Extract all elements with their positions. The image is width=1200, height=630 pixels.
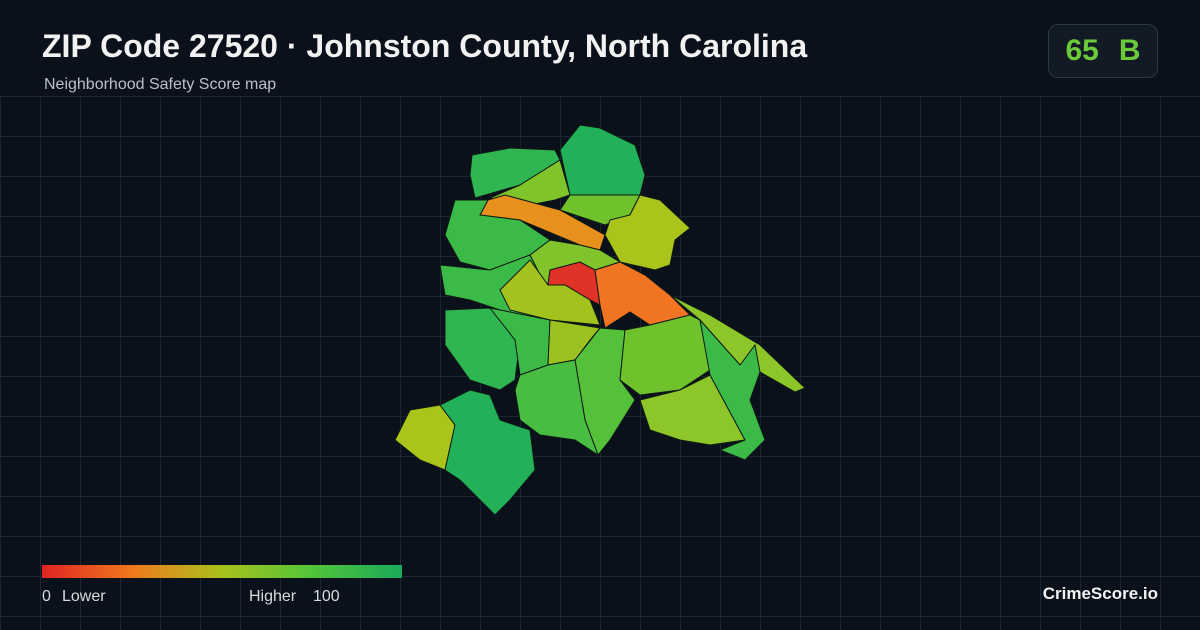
region: [594, 261, 691, 329]
region: [394, 404, 456, 471]
subtitle: Neighborhood Safety Score map: [44, 76, 277, 93]
region: [499, 259, 601, 326]
region: [439, 389, 536, 516]
score-grade: B: [1118, 34, 1141, 67]
legend-gradient: [42, 565, 402, 578]
title: ZIP Code 27520 · Johnston County, North …: [42, 28, 808, 64]
region: [559, 124, 646, 196]
region: [639, 374, 746, 446]
score-value: 65: [1065, 34, 1099, 67]
legend-max-label: Higher: [249, 588, 297, 605]
brand: CrimeScore.io: [1042, 584, 1158, 603]
legend-min: 0: [42, 588, 51, 605]
region: [514, 359, 599, 457]
score-badge: 65 B: [1048, 24, 1158, 78]
region: [488, 159, 571, 206]
region: [699, 318, 766, 461]
legend-max: 100: [313, 588, 340, 605]
region: [604, 194, 691, 271]
legend-min-label: Lower: [62, 588, 106, 605]
zip-regions: [394, 124, 806, 516]
